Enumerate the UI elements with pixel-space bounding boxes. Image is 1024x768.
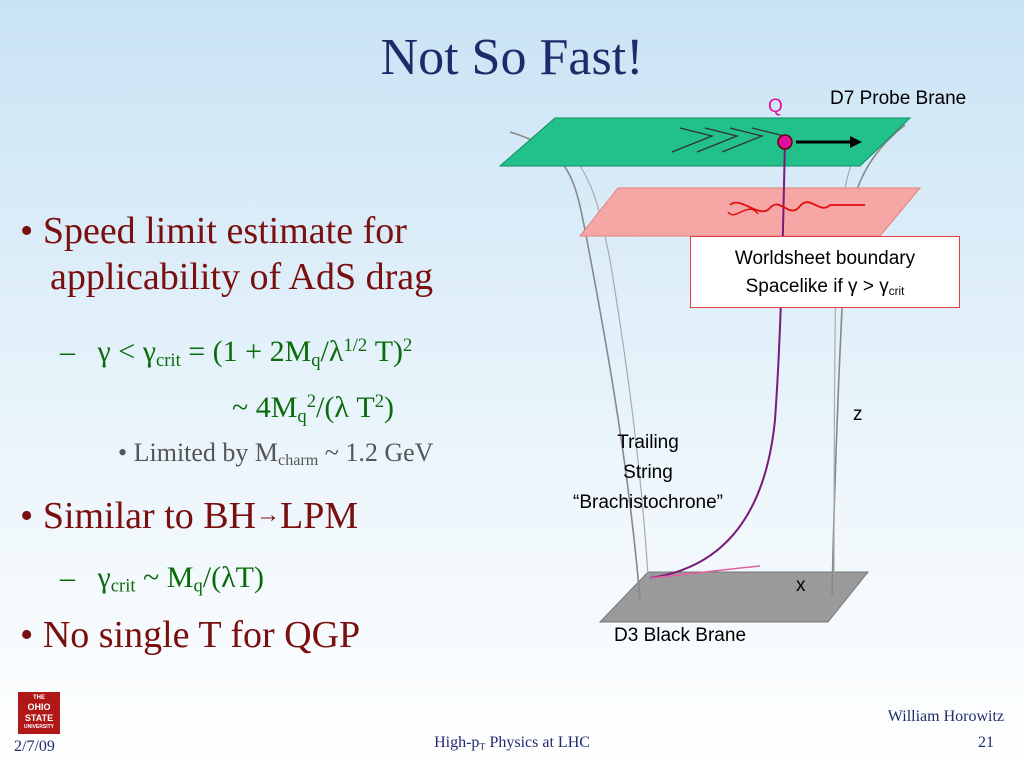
eq: = (1 + 2M bbox=[180, 335, 312, 369]
bullet-2-b: LPM bbox=[280, 495, 359, 537]
limited-text: Limited by M bbox=[133, 438, 279, 467]
t-close: T) bbox=[235, 561, 264, 594]
velocity-arrow-head bbox=[850, 136, 862, 148]
slash: / bbox=[320, 335, 329, 369]
footer-center-b: Physics at LHC bbox=[485, 734, 590, 751]
square-sup: 2 bbox=[403, 335, 413, 356]
university-logo: THE OHIO STATE UNIVERSITY bbox=[18, 692, 60, 734]
footer-author: William Horowitz bbox=[887, 708, 1004, 725]
d7-label: D7 Probe Brane bbox=[830, 88, 967, 109]
logo-line-3: STATE bbox=[24, 713, 54, 723]
approx: ~ 4M bbox=[232, 391, 298, 425]
q-sub: q bbox=[311, 349, 321, 371]
q-sub: q bbox=[193, 575, 203, 597]
charm-sub: charm bbox=[278, 452, 319, 470]
dash: – bbox=[60, 561, 75, 594]
bullet-1-line-2: applicability of AdS drag bbox=[50, 256, 434, 298]
funnel-left-inner bbox=[544, 134, 649, 577]
q-sub: q bbox=[297, 405, 307, 427]
square-sup: 2 bbox=[306, 391, 316, 412]
footer-center: High-pT Physics at LHC bbox=[0, 734, 1024, 752]
bullet-2: • Similar to BH→LPM bbox=[20, 495, 359, 537]
q-label: Q bbox=[768, 96, 783, 117]
slide-title: Not So Fast! bbox=[380, 29, 644, 86]
bullet-2-a: Similar to BH bbox=[42, 495, 257, 537]
callout-gamma-crit: γ bbox=[879, 276, 889, 297]
crit-sub: crit bbox=[110, 575, 136, 597]
sub-sub-bullet-1: • Limited by Mcharm ~ 1.2 GeV bbox=[118, 438, 434, 470]
close-paren: ) bbox=[384, 391, 394, 425]
d3-label: D3 Black Brane bbox=[614, 625, 747, 646]
worldsheet-callout: Worldsheet boundary Spacelike if γ > γcr… bbox=[690, 236, 960, 308]
sub-bullet-2: – γcrit ~ Mq/(λT) bbox=[60, 560, 264, 605]
trailing-line-1: Trailing bbox=[617, 432, 679, 453]
footer-page-number: 21 bbox=[978, 734, 994, 751]
crit-sub: crit bbox=[155, 349, 181, 371]
bullet-1: • Speed limit estimate for applicability… bbox=[20, 210, 434, 298]
logo-line-2: OHIO bbox=[27, 702, 51, 712]
paren: /( bbox=[316, 391, 335, 425]
lambda: λ bbox=[334, 391, 349, 425]
gamma-crit: γ bbox=[142, 335, 156, 369]
footer-center-sub: T bbox=[479, 741, 486, 753]
footer-date: 2/7/09 bbox=[14, 738, 55, 755]
worldsheet-squiggle bbox=[729, 201, 865, 213]
d3-black-brane-plane bbox=[598, 571, 870, 623]
callout-line-2: Spacelike if γ > γcrit bbox=[691, 273, 959, 306]
footer-center-a: High-p bbox=[434, 734, 480, 751]
motion-chevrons bbox=[671, 127, 785, 153]
bullet-3-text: No single T for QGP bbox=[42, 614, 361, 656]
callout-line-1: Worldsheet boundary bbox=[734, 248, 916, 269]
approx: ~ M bbox=[135, 561, 194, 594]
right-arrow-icon: → bbox=[256, 502, 281, 528]
trailing-line-3: “Brachistochrone” bbox=[573, 492, 723, 513]
dash: – bbox=[60, 335, 75, 369]
bullet-3: • No single T for QGP bbox=[20, 614, 361, 656]
paren: /( bbox=[202, 561, 222, 594]
logo-line-1: THE bbox=[33, 695, 45, 701]
t: T) bbox=[367, 335, 404, 369]
trailing-line-2: String bbox=[623, 462, 673, 483]
sub-bullet-1: – γ < γcrit = (1 + 2Mq/λ1/2 T)2 bbox=[60, 328, 412, 379]
quark-point bbox=[777, 134, 793, 150]
square-sup: 2 bbox=[374, 391, 384, 412]
x-axis-label: x bbox=[796, 575, 806, 596]
callout-text: Spacelike if bbox=[745, 276, 849, 297]
half-sup: 1/2 bbox=[343, 335, 368, 356]
lambda: λ bbox=[328, 335, 344, 369]
trailing-string bbox=[649, 141, 786, 579]
t: T bbox=[348, 391, 375, 425]
d7-probe-brane-plane bbox=[498, 117, 912, 167]
callout-gamma: γ bbox=[848, 276, 858, 297]
logo-line-4: UNIVERSITY bbox=[23, 724, 54, 730]
gamma: γ bbox=[97, 561, 111, 594]
bullet-1-line-1: Speed limit estimate for bbox=[42, 210, 407, 252]
lambda: λ bbox=[221, 561, 236, 594]
ads-diagram bbox=[498, 117, 922, 623]
sub-bullet-1-line-2: ~ 4Mq2/(λ T2) bbox=[232, 384, 394, 435]
z-axis-label: z bbox=[853, 404, 863, 425]
callout-crit-sub: crit bbox=[888, 284, 905, 298]
mass-value: ~ 1.2 GeV bbox=[318, 438, 434, 467]
callout-gt: > bbox=[857, 276, 880, 297]
worldsheet-slice-plane bbox=[578, 187, 922, 237]
lt: < bbox=[110, 335, 143, 369]
gamma: γ bbox=[97, 335, 111, 369]
trailing-string-label: Trailing String “Brachistochrone” bbox=[538, 428, 758, 518]
